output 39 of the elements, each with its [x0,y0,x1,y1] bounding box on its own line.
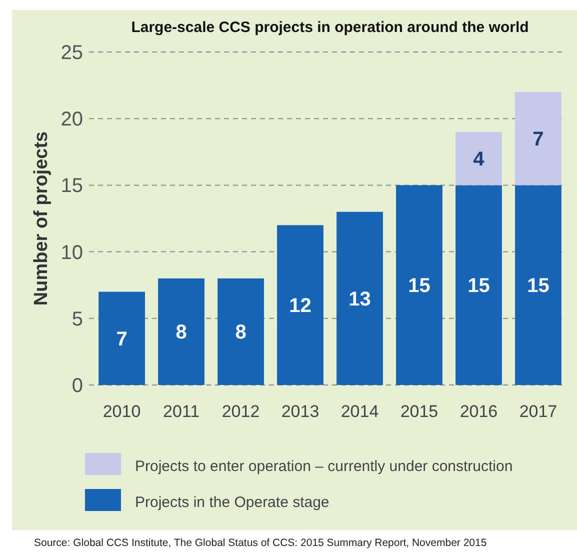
legend-label: Projects in the Operate stage [135,494,330,511]
data-label: 7 [532,128,544,151]
data-label: 15 [408,275,430,298]
bar [158,278,204,385]
x-tick-label: 2015 [400,402,438,421]
x-tick-label: 2014 [340,402,379,421]
legend-label: Projects to enter operation – currently under construction [135,458,513,475]
data-label: 8 [235,322,246,344]
y-tick-label: 15 [60,175,83,198]
bar [336,212,383,385]
x-tick-label: 2017 [519,402,558,421]
bar [515,92,562,186]
data-label: 13 [348,288,371,310]
data-label: 15 [468,275,490,298]
data-label: 8 [176,322,187,344]
bar [456,185,502,385]
data-label: 15 [527,275,550,298]
y-tick-label: 25 [60,42,83,64]
x-tick-label: 2010 [102,402,141,421]
source-note: Source: Global CCS Institute, The Global Status of CCS: 2015 Summary Report, November 2015 [34,537,487,549]
bar [218,278,264,385]
y-axis-title: Number of projects [31,131,52,306]
x-tick-label: 2012 [222,402,260,421]
data-label: 4 [473,148,486,171]
data-label: 12 [289,295,312,318]
bar [456,132,502,186]
bar [98,292,145,385]
x-tick-label: 2016 [460,402,498,421]
x-tick-label: 2013 [281,402,320,421]
y-tick-label: 20 [60,108,83,131]
y-tick-label: 0 [72,375,83,397]
y-tick-label: 5 [72,308,83,330]
bar [277,225,324,385]
y-tick-label: 10 [60,242,83,264]
data-label: 7 [116,328,128,350]
x-tick-label: 2011 [162,402,200,421]
bar [396,185,442,385]
bar [515,185,562,385]
chart-title: Large-scale CCS projects in operation around the world [131,19,529,36]
